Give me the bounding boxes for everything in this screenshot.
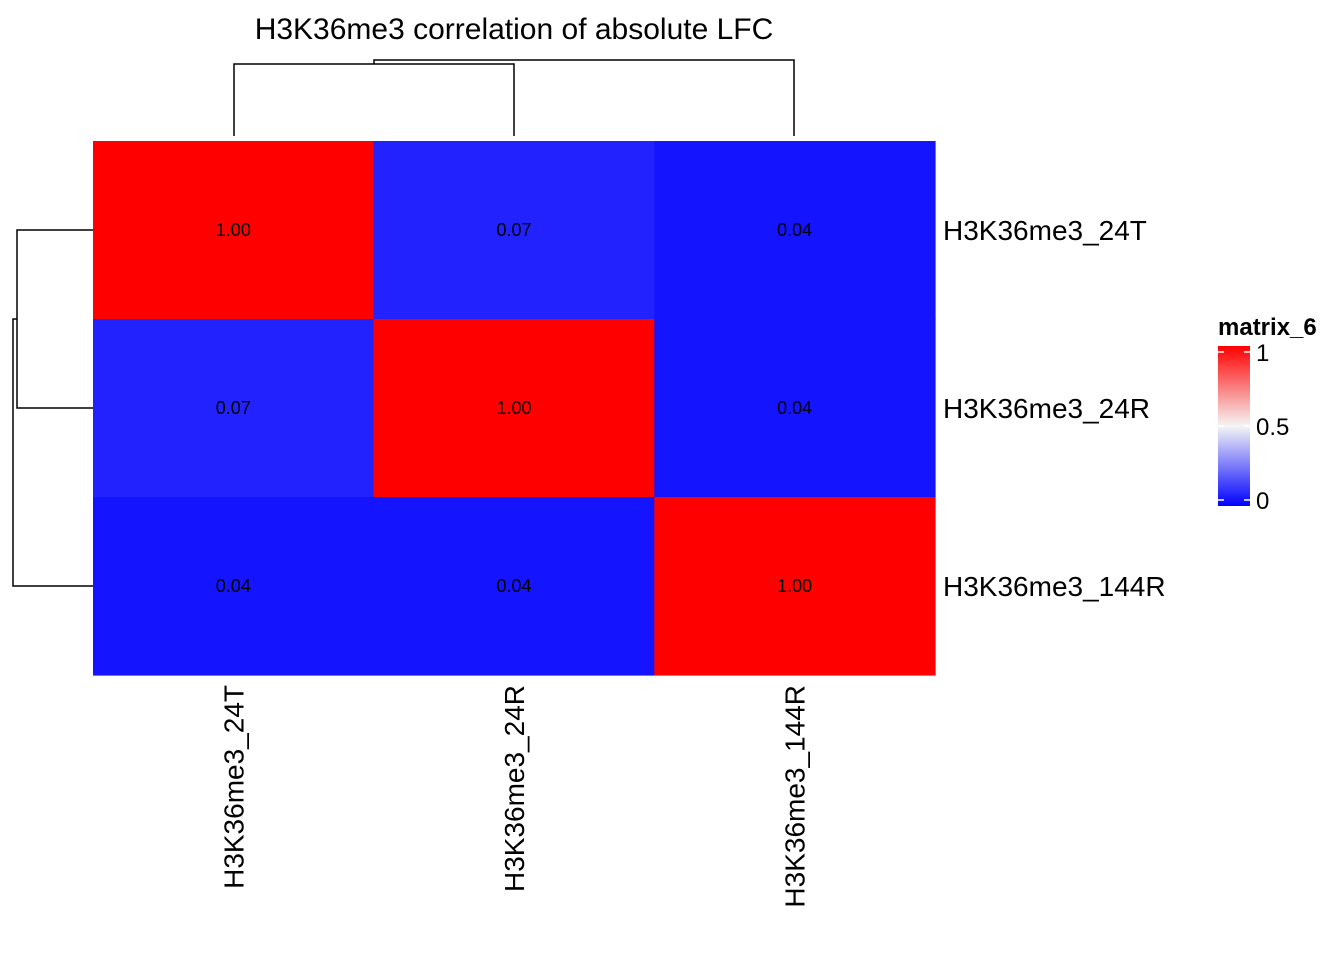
heatmap-cell bbox=[93, 319, 375, 498]
heatmap-cell bbox=[373, 141, 655, 320]
column-dendrogram-branch-outer bbox=[373, 59, 795, 136]
heatmap-cell bbox=[654, 497, 936, 676]
cell-value-label: 1.00 bbox=[777, 576, 812, 596]
column-label: H3K36me3_24T bbox=[218, 685, 249, 889]
column-dendrogram bbox=[233, 59, 795, 136]
row-labels: H3K36me3_24T H3K36me3_24R H3K36me3_144R bbox=[943, 215, 1166, 602]
row-dendrogram-branch-inner bbox=[16, 229, 93, 409]
row-label: H3K36me3_144R bbox=[943, 571, 1166, 602]
row-label: H3K36me3_24T bbox=[943, 215, 1147, 246]
column-labels: H3K36me3_24T H3K36me3_24R H3K36me3_144R bbox=[218, 685, 810, 908]
cell-value-label: 1.00 bbox=[496, 398, 531, 418]
cell-value-label: 0.07 bbox=[216, 398, 251, 418]
heatmap-cell bbox=[373, 497, 655, 676]
cell-value-label: 0.04 bbox=[777, 398, 812, 418]
legend-tick-label: 1 bbox=[1256, 340, 1269, 367]
column-label: H3K36me3_144R bbox=[780, 685, 811, 908]
row-dendrogram bbox=[12, 229, 93, 587]
cell-value-labels: 1.00 0.07 0.04 0.07 1.00 0.04 0.04 0.04 1.00 bbox=[216, 220, 812, 596]
row-label: H3K36me3_24R bbox=[943, 393, 1150, 424]
cell-value-label: 0.07 bbox=[496, 220, 531, 240]
heatmap-cells bbox=[93, 141, 936, 676]
chart-title: H3K36me3 correlation of absolute LFC bbox=[255, 13, 774, 46]
legend-title: matrix_6 bbox=[1218, 314, 1317, 341]
legend-tick-label: 0.5 bbox=[1256, 414, 1289, 441]
heatmap-cell bbox=[93, 497, 375, 676]
heatmap-cell bbox=[373, 319, 655, 498]
legend-tick-label: 0 bbox=[1256, 488, 1269, 515]
heatmap-cell bbox=[654, 141, 936, 320]
cell-value-label: 0.04 bbox=[216, 576, 251, 596]
column-label: H3K36me3_24R bbox=[499, 685, 530, 892]
cell-value-label: 0.04 bbox=[777, 220, 812, 240]
color-legend: matrix_6 10.50 bbox=[1218, 314, 1317, 515]
heatmap-cell bbox=[93, 141, 375, 320]
row-dendrogram-branch-outer bbox=[12, 318, 93, 587]
legend-ticks: 10.50 bbox=[1218, 340, 1289, 515]
cell-value-label: 1.00 bbox=[216, 220, 251, 240]
column-dendrogram-branch-inner bbox=[233, 63, 515, 136]
heatmap-cell bbox=[654, 319, 936, 498]
cell-value-label: 0.04 bbox=[496, 576, 531, 596]
